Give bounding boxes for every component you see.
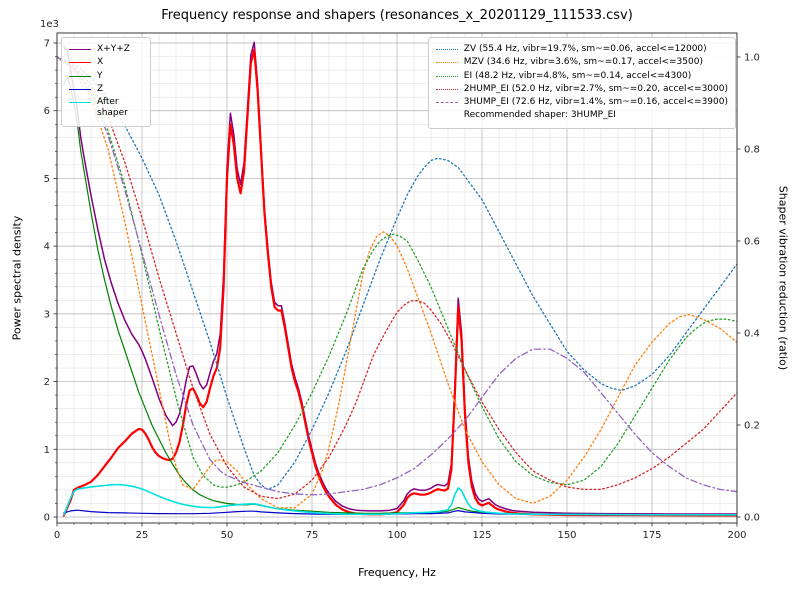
legend-entry: X+Y+Z <box>69 44 143 55</box>
y-right-tick-label: 0.6 <box>744 237 760 248</box>
x-tick-label: 25 <box>136 530 149 541</box>
y-right-tick-label: 0.0 <box>744 513 760 524</box>
x-tick-label: 150 <box>557 530 576 541</box>
x-axis-label: Frequency, Hz <box>358 566 436 579</box>
legend-entry: Recommended shaper: 3HUMP_EI <box>436 110 728 121</box>
series-2hump-ei <box>57 56 737 500</box>
y-right-tick-label: 0.8 <box>744 145 760 156</box>
series-x <box>62 48 737 517</box>
tick-labels: 0 25 50 75 100 125 150 175 200 0 1 2 3 4 5 6 7 0.0 0.2 0.4 0… <box>44 39 760 542</box>
y-left-tick-label: 7 <box>44 39 50 50</box>
legend-entry: MZV (34.6 Hz, vibr=3.6%, sm~=0.17, accel… <box>435 57 728 68</box>
legend-line-sample <box>69 75 91 77</box>
x-tick-label: 175 <box>642 530 661 541</box>
legend-label: Y <box>97 70 103 81</box>
legend-entry: 3HUMP_EI (72.6 Hz, vibr=1.4%, sm~=0.16, … <box>435 97 728 108</box>
x-tick-label: 0 <box>54 530 60 541</box>
legend-entry: After shaper <box>69 97 143 120</box>
legend-line-sample <box>69 62 91 64</box>
chart-title: Frequency response and shapers (resonanc… <box>161 8 633 23</box>
x-tick-label: 125 <box>472 530 491 541</box>
legend-entry: X <box>69 57 143 68</box>
legend-line-sample <box>435 75 458 77</box>
legend-line-sample <box>435 49 458 50</box>
y-axis-label-left: Power spectral density <box>10 215 24 341</box>
y-axis-offset-text: 1e3 <box>40 19 59 30</box>
legend-label: EI (48.2 Hz, vibr=4.8%, sm~=0.14, accel<… <box>463 70 692 81</box>
legend-psd: X+Y+Z X Y Z After shaper <box>61 37 151 127</box>
legend-label: After shaper <box>97 97 128 119</box>
series-3hump-ei <box>57 56 737 496</box>
legend-label: X+Y+Z <box>97 44 130 54</box>
legend-label: 2HUMP_EI (52.0 Hz, vibr=2.7%, sm~=0.20, … <box>463 83 728 94</box>
legend-line-sample <box>69 102 91 103</box>
series-ei <box>57 56 737 488</box>
y-left-tick-label: 6 <box>44 106 50 117</box>
series-after-shaper <box>62 483 737 516</box>
legend-entry: Z <box>69 84 143 95</box>
legend-label: X <box>97 57 104 68</box>
legend-label: Recommended shaper: 3HUMP_EI <box>463 110 616 121</box>
y-right-tick-label: 0.4 <box>744 329 760 340</box>
legend-line-sample <box>69 88 91 90</box>
legend-label: MZV (34.6 Hz, vibr=3.6%, sm~=0.17, accel… <box>463 57 703 68</box>
legend-line-sample <box>435 102 458 103</box>
legend-entry: Y <box>69 71 143 82</box>
legend-entry: EI (48.2 Hz, vibr=4.8%, sm~=0.14, accel<… <box>435 70 728 82</box>
series-z <box>63 509 737 516</box>
y-left-tick-label: 1 <box>44 445 50 456</box>
y-right-tick-label: 1.0 <box>744 53 760 64</box>
y-left-tick-label: 4 <box>44 242 50 253</box>
tick-marks <box>53 42 741 527</box>
y-left-tick-label: 0 <box>44 513 50 524</box>
legend-label: Z <box>97 83 104 94</box>
series-group <box>57 41 737 517</box>
legend-line-sample <box>435 88 458 90</box>
legend-entry: 2HUMP_EI (52.0 Hz, vibr=2.7%, sm~=0.20, … <box>435 83 728 95</box>
y-left-tick-label: 3 <box>44 309 50 320</box>
legend-label: 3HUMP_EI (72.6 Hz, vibr=1.4%, sm~=0.16, … <box>463 97 728 107</box>
x-tick-label: 100 <box>387 530 406 541</box>
y-left-tick-label: 5 <box>44 174 50 185</box>
legend-entry: ZV (55.4 Hz, vibr=19.7%, sm~=0.06, accel… <box>435 44 728 55</box>
x-tick-label: 50 <box>221 530 234 541</box>
legend-label: ZV (55.4 Hz, vibr=19.7%, sm~=0.06, accel… <box>463 44 707 54</box>
legend-line-sample <box>435 62 458 64</box>
x-tick-label: 75 <box>306 530 319 541</box>
legend-line-sample <box>69 49 91 50</box>
y-left-tick-label: 2 <box>44 377 50 388</box>
legend-shapers: ZV (55.4 Hz, vibr=19.7%, sm~=0.06, accel… <box>427 37 736 129</box>
y-right-tick-label: 0.2 <box>744 421 760 432</box>
x-tick-label: 200 <box>727 530 746 541</box>
y-axis-label-right: Shaper vibration reduction (ratio) <box>776 185 790 371</box>
